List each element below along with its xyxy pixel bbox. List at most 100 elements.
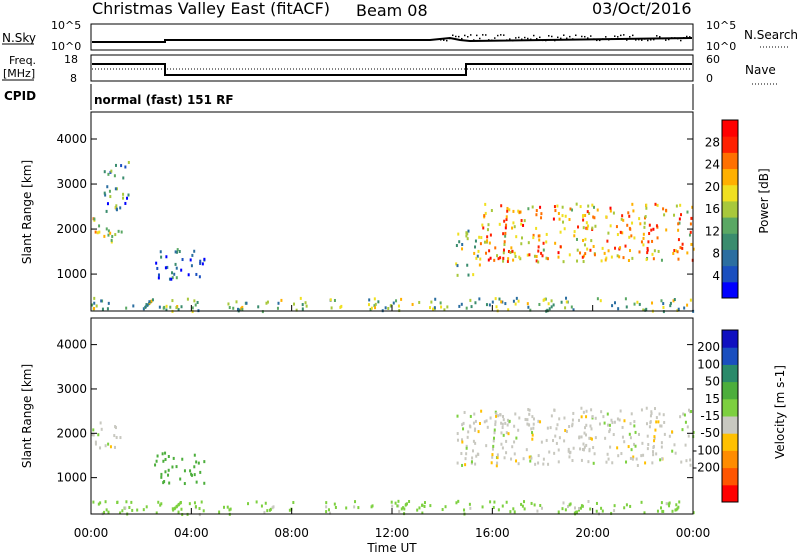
data-cell [497,257,500,261]
data-cell [526,418,529,422]
data-cell [691,205,694,209]
data-cell [580,458,583,462]
data-cell [533,503,536,507]
data-cell [203,481,206,485]
data-cell [668,504,671,508]
data-cell [465,444,468,448]
data-cell [620,217,623,221]
data-cell [561,205,564,209]
time-xtick-label: 00:00 [676,526,711,540]
data-cell [582,218,585,222]
data-cell [564,306,567,310]
data-cell [103,191,106,195]
nsearch-dot [542,39,544,42]
data-cell [656,509,659,513]
nsearch-dot [602,38,604,40]
nsearch-dot [527,37,529,40]
data-cell [107,301,110,305]
data-cell [168,481,171,485]
data-cell [582,442,585,446]
data-cell [97,502,100,506]
data-cell [687,408,690,412]
data-cell [478,263,481,267]
velocity-ytick-label: 1000 [56,471,87,485]
nsky-tick-bottom: 10^0 [51,40,81,53]
data-cell [660,424,663,428]
data-cell [592,215,595,219]
data-cell [512,507,515,511]
data-cell [403,507,406,511]
data-cell [535,254,538,258]
data-cell [652,227,655,231]
data-cell [610,511,613,515]
power-colorbar-segment [722,281,738,299]
velocity-colorbar-frame [721,329,739,503]
velocity-colorbar-segment [722,347,738,365]
data-cell [509,251,512,255]
data-cell [460,452,463,456]
data-cell [114,163,117,167]
data-cell [604,258,607,262]
time-xtick-label: 16:00 [475,526,510,540]
nsearch-dot [467,36,469,38]
data-cell [508,208,511,212]
data-cell [587,224,590,228]
data-cell [622,256,625,260]
data-cell [195,480,198,484]
data-cell [502,248,505,252]
time-xtick-label: 12:00 [375,526,410,540]
data-cell [652,257,655,261]
data-cell [568,425,571,429]
data-cell [677,307,680,311]
data-cell [547,302,550,306]
data-cell [613,509,616,513]
data-cell [686,210,689,214]
data-cell [673,298,676,302]
data-cell [513,225,516,229]
data-cell [397,499,400,503]
data-cell [511,226,514,230]
data-cell [683,413,686,417]
data-cell [580,415,583,419]
data-cell [678,500,681,504]
nsearch-dot [686,35,688,38]
data-cell [582,448,585,452]
velocity-colorbar-segment [722,398,738,417]
data-cell [474,462,477,466]
power-colorbar-tick: 20 [705,180,720,194]
data-cell [127,160,130,164]
data-cell [687,434,690,438]
data-cell [469,414,472,418]
data-cell [641,441,644,445]
data-cell [497,508,500,512]
data-cell [564,214,567,218]
data-cell [605,460,608,464]
data-cell [532,236,535,240]
data-cell [173,272,176,276]
data-cell [99,421,102,425]
data-cell [474,427,477,431]
data-cell [174,506,177,510]
data-cell [643,221,646,225]
data-cell [595,501,598,505]
velocity-colorbar-segment [722,364,738,383]
data-cell [93,296,96,300]
data-cell [591,415,594,419]
data-cell [584,252,587,256]
data-cell [462,421,465,425]
data-cell [499,413,502,417]
power-colorbar-segment [722,136,738,153]
data-cell [675,503,678,507]
data-cell [644,461,647,465]
data-cell [610,418,613,422]
data-cell [119,511,122,515]
data-cell [648,232,651,236]
data-cell [538,302,541,306]
data-cell [122,176,125,180]
data-cell [430,300,433,304]
data-cell [504,302,507,306]
data-cell [226,505,229,509]
data-cell [614,246,617,250]
nsearch-dot [494,37,496,39]
velocity-colorbar-tick: 200 [697,340,720,354]
